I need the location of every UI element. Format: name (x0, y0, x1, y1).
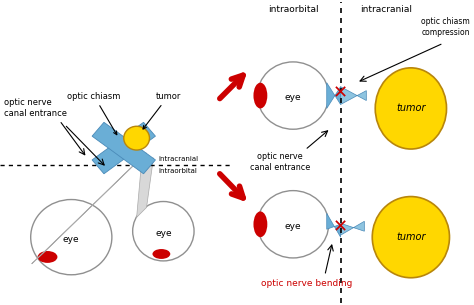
Polygon shape (137, 158, 154, 217)
Text: optic chiasm
compression: optic chiasm compression (421, 17, 470, 38)
Polygon shape (32, 153, 146, 264)
Ellipse shape (124, 126, 149, 150)
Text: ✕: ✕ (333, 218, 348, 236)
Ellipse shape (153, 249, 170, 259)
Ellipse shape (257, 62, 328, 129)
Polygon shape (341, 87, 366, 105)
Polygon shape (92, 122, 155, 174)
Text: ✕: ✕ (333, 84, 348, 102)
Text: optic nerve bending: optic nerve bending (261, 279, 353, 288)
Text: optic chiasm: optic chiasm (67, 92, 121, 135)
Polygon shape (327, 214, 341, 237)
Text: tumor: tumor (396, 232, 426, 242)
Text: tumor: tumor (143, 92, 181, 129)
Polygon shape (92, 122, 155, 174)
Text: optic nerve
canal entrance: optic nerve canal entrance (4, 99, 67, 118)
Ellipse shape (254, 83, 267, 109)
Text: intraorbital: intraorbital (268, 5, 319, 14)
Ellipse shape (254, 211, 267, 237)
Polygon shape (327, 83, 341, 109)
Ellipse shape (372, 196, 449, 278)
Ellipse shape (375, 68, 447, 149)
Ellipse shape (37, 251, 57, 263)
Text: intracranial: intracranial (360, 5, 412, 14)
Ellipse shape (31, 199, 112, 275)
Text: eye: eye (285, 222, 301, 231)
Ellipse shape (133, 202, 194, 261)
Text: eye: eye (155, 229, 172, 238)
Text: tumor: tumor (396, 103, 426, 113)
Text: optic nerve
canal entrance: optic nerve canal entrance (250, 152, 310, 172)
Polygon shape (341, 221, 365, 235)
Text: eye: eye (285, 93, 301, 102)
Text: intracranial: intracranial (158, 156, 199, 162)
Ellipse shape (257, 191, 328, 258)
Text: intraorbital: intraorbital (158, 168, 197, 174)
Text: eye: eye (63, 235, 80, 244)
